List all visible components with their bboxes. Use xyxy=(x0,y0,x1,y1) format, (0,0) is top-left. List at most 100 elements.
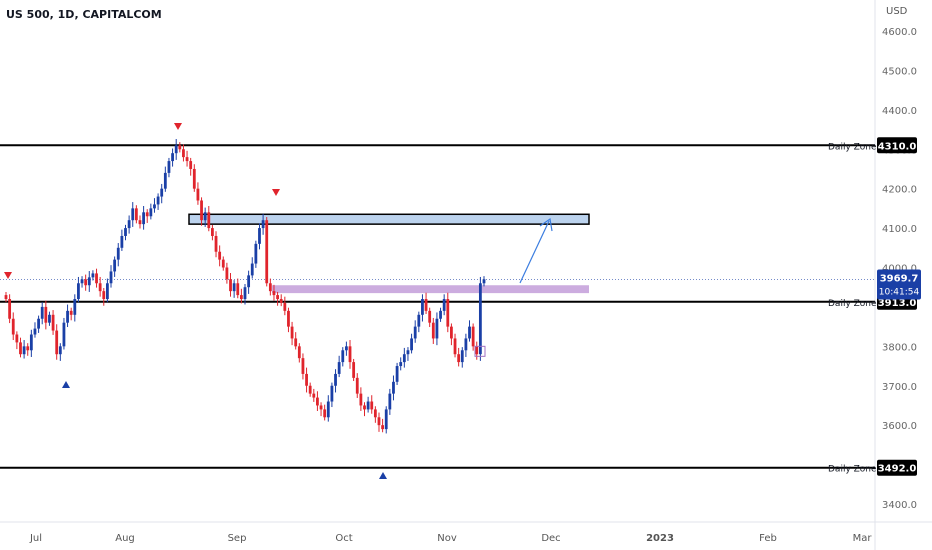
candle-body xyxy=(153,204,156,209)
y-tick-label: 3600.0 xyxy=(882,421,917,432)
candle-body xyxy=(297,346,301,359)
candle-body xyxy=(453,338,457,355)
candle-body xyxy=(337,362,341,374)
currency-label: USD xyxy=(886,6,908,17)
candle-body xyxy=(29,334,33,351)
candle-body xyxy=(326,401,330,418)
candle-body xyxy=(19,342,22,355)
current-price-label: 3969.7 xyxy=(880,273,919,284)
candle-body xyxy=(344,346,348,351)
candle-body xyxy=(373,409,377,418)
candle-body xyxy=(334,373,337,386)
resistance-zone-box[interactable] xyxy=(272,285,589,294)
candle-body xyxy=(431,322,435,339)
candle-body xyxy=(392,381,395,394)
candle-body xyxy=(435,318,439,339)
candle-body xyxy=(359,393,363,406)
candle-body xyxy=(149,208,153,217)
candle-body xyxy=(301,358,305,374)
candle-body xyxy=(406,350,410,355)
candle-body xyxy=(464,338,468,351)
candle-body xyxy=(229,279,232,292)
candle-body xyxy=(232,283,236,292)
x-tick-label: Oct xyxy=(335,533,352,544)
candle-body xyxy=(442,299,446,311)
supply-zone-box[interactable] xyxy=(188,213,590,225)
candle-body xyxy=(482,279,486,284)
projection-arrow-head xyxy=(539,217,553,232)
candle-body xyxy=(276,295,279,300)
x-tick-label: Dec xyxy=(541,533,560,544)
candle-body xyxy=(156,196,160,205)
y-tick-label: 4000.0 xyxy=(882,264,917,275)
candle-body xyxy=(73,299,77,315)
candle-body xyxy=(399,362,403,367)
candle-body xyxy=(366,401,370,410)
candle-body xyxy=(163,172,167,189)
x-tick-label: Mar xyxy=(853,533,873,544)
projection-arrow-line[interactable] xyxy=(519,220,550,284)
x-tick-label: Feb xyxy=(759,533,777,544)
candle-body xyxy=(55,330,59,355)
candle-body xyxy=(11,318,15,335)
y-tick-label: 4200.0 xyxy=(882,185,917,196)
candle-body xyxy=(254,243,258,264)
candle-body xyxy=(384,409,388,430)
candle-body xyxy=(95,273,98,284)
candle-body xyxy=(182,149,185,158)
y-tick-label: 4600.0 xyxy=(882,27,917,38)
candle-body xyxy=(239,295,243,300)
candle-body xyxy=(355,377,359,394)
y-tick-label: 4500.0 xyxy=(882,66,917,77)
candle-body xyxy=(171,153,174,162)
candle-body xyxy=(102,291,106,300)
daily-zone-price-tag xyxy=(877,459,917,476)
x-tick-label: Sep xyxy=(228,533,247,544)
chart-title: US 500, 1D, CAPITALCOM xyxy=(6,8,162,21)
candle-body xyxy=(178,145,182,150)
candle-body xyxy=(417,314,421,327)
x-tick-label: Aug xyxy=(115,533,135,544)
x-tick-label: Nov xyxy=(437,533,457,544)
daily-zone-price-label: 4310.0 xyxy=(878,141,917,152)
candle-body xyxy=(370,401,374,410)
candle-body xyxy=(424,299,428,311)
candle-body xyxy=(22,346,26,355)
candle-body xyxy=(283,302,287,311)
candle-body xyxy=(413,326,417,339)
candle-body xyxy=(312,393,316,398)
candle-body xyxy=(272,291,276,296)
candle-body xyxy=(77,283,80,300)
daily-zone-label: Daily Zone xyxy=(828,142,877,152)
candle-body xyxy=(279,299,283,303)
candle-body xyxy=(268,283,272,292)
candle-body xyxy=(363,405,366,410)
candle-body xyxy=(37,318,40,329)
candle-body xyxy=(113,259,117,272)
candle-body xyxy=(446,299,450,327)
candle-body xyxy=(58,346,62,355)
candle-body xyxy=(44,306,48,323)
candle-body xyxy=(200,200,203,221)
candle-body xyxy=(287,310,290,327)
candle-body xyxy=(265,220,269,284)
candle-body xyxy=(450,326,453,339)
daily-zone-price-label: 3913.0 xyxy=(878,298,917,309)
candle-body xyxy=(138,220,142,225)
y-tick-label: 4100.0 xyxy=(882,224,917,235)
candle-body xyxy=(203,212,207,221)
candle-body xyxy=(116,247,120,260)
candle-body xyxy=(388,393,392,410)
candle-body xyxy=(167,161,171,173)
candle-body xyxy=(33,328,37,335)
pivot-low-marker xyxy=(62,381,70,388)
candle-body xyxy=(4,295,8,300)
candle-body xyxy=(109,271,113,284)
candle-body xyxy=(468,326,471,339)
candle-body xyxy=(323,409,327,418)
candle-body xyxy=(352,362,356,378)
candle-body xyxy=(348,346,352,363)
candle-body xyxy=(62,322,66,347)
candle-body xyxy=(134,208,138,221)
